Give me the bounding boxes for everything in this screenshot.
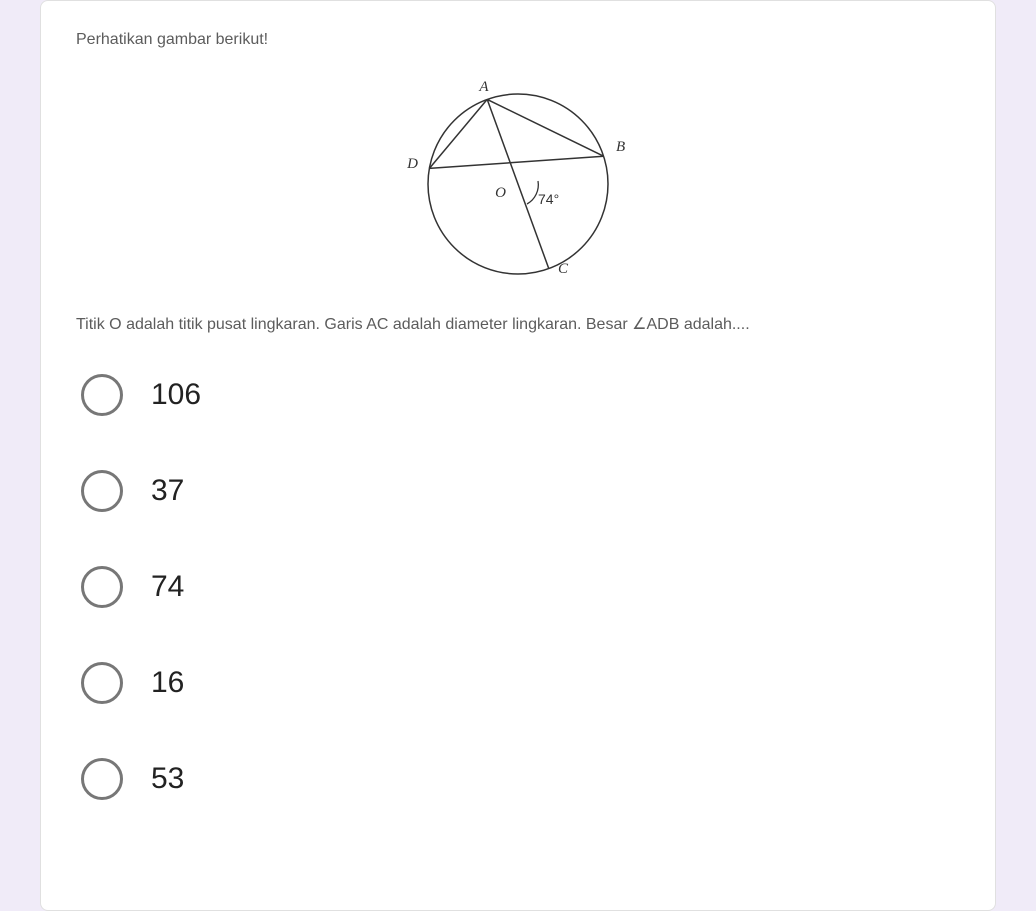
radio-icon: [81, 374, 123, 416]
radio-icon: [81, 662, 123, 704]
point-label-d: D: [406, 156, 418, 172]
prompt-text: Perhatikan gambar berikut!: [76, 31, 960, 49]
option-0[interactable]: 106: [81, 374, 960, 416]
option-2[interactable]: 74: [81, 566, 960, 608]
option-label: 74: [151, 570, 184, 604]
option-label: 106: [151, 378, 201, 412]
description-text: Titik O adalah titik pusat lingkaran. Ga…: [76, 314, 960, 334]
angle-label: 74°: [538, 191, 559, 207]
options-group: 106 37 74 16 53: [76, 374, 960, 800]
option-label: 53: [151, 762, 184, 796]
option-3[interactable]: 16: [81, 662, 960, 704]
point-label-b: B: [616, 139, 625, 155]
radio-icon: [81, 470, 123, 512]
question-card: Perhatikan gambar berikut! A: [40, 0, 996, 911]
option-4[interactable]: 53: [81, 758, 960, 800]
option-label: 37: [151, 474, 184, 508]
geometry-figure: A B C D O 74°: [388, 69, 648, 289]
point-label-a: A: [478, 79, 489, 95]
radio-icon: [81, 566, 123, 608]
option-1[interactable]: 37: [81, 470, 960, 512]
figure-wrap: A B C D O 74°: [76, 69, 960, 289]
point-label-c: C: [558, 261, 569, 277]
option-label: 16: [151, 666, 184, 700]
center-label: O: [495, 185, 506, 201]
radio-icon: [81, 758, 123, 800]
